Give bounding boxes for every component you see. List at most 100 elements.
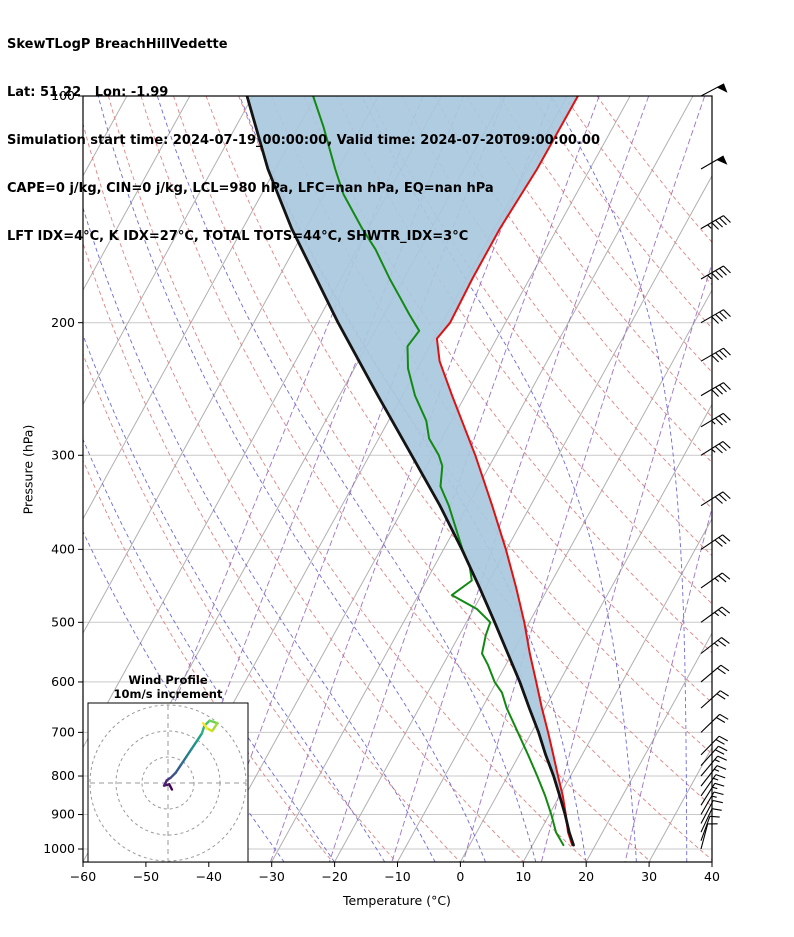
wind-barb-feather — [711, 272, 719, 281]
wind-barb-feather — [713, 799, 723, 804]
wind-barb-feather — [723, 309, 731, 317]
wind-barb-feather — [722, 413, 731, 421]
isotherm-line — [0, 96, 1, 862]
y-tick-label: 100 — [51, 88, 75, 103]
moist-adiabat-line — [97, 96, 486, 862]
x-tick-label: 40 — [704, 869, 720, 884]
wind-barb-half-feather — [713, 777, 719, 781]
wind-barb-feather — [715, 270, 723, 278]
wind-barb-staff — [700, 713, 721, 733]
y-tick-label: 800 — [51, 768, 75, 783]
wind-barb-feather — [723, 347, 731, 356]
wind-barb-feather — [718, 443, 727, 452]
dry-adiabat-line — [83, 122, 524, 862]
moist-adiabat-line — [83, 206, 436, 862]
mixing-ratio-line — [624, 506, 712, 862]
dry-adiabat-line — [531, 96, 712, 329]
isotherm-line — [459, 403, 712, 862]
hodograph-trace-segment — [195, 732, 204, 743]
wind-barb-feather — [717, 667, 726, 675]
x-tick-label: −40 — [196, 869, 222, 884]
dry-adiabat-line — [83, 241, 461, 862]
wind-barb-feather — [713, 791, 724, 796]
wind-barb-feather — [714, 782, 725, 787]
wind-barb-feather — [719, 713, 729, 720]
wind-barb-staff — [700, 755, 719, 777]
wind-barb-half-feather — [707, 274, 712, 280]
hodograph-trace-segment — [201, 722, 209, 730]
x-tick-label: 10 — [515, 869, 531, 884]
wind-barb-feather — [720, 664, 730, 672]
y-tick-label: 200 — [51, 315, 75, 330]
wind-barb-feather — [717, 755, 727, 761]
wind-barb-feather — [720, 690, 729, 697]
moist-adiabat-line — [156, 96, 537, 862]
isotherm-line — [585, 632, 712, 862]
hodograph-trace-segment — [200, 724, 206, 735]
hodograph-trace-segment — [190, 740, 198, 751]
wind-barb-feather — [718, 575, 727, 583]
temperature-curve — [435, 96, 579, 847]
wind-barb-feather — [719, 384, 727, 393]
isotherm-line — [396, 289, 712, 862]
y-tick-label: 400 — [51, 542, 75, 557]
axes-layer: −60 −50 −40 −30 −20 −10 0 10 20 30 40 100 200 300 400 5… — [43, 88, 720, 884]
header-location: Lat: 51.22 Lon: -1.99 — [7, 85, 169, 100]
y-tick-label: 300 — [51, 447, 75, 462]
wind-barb-feather — [718, 745, 728, 752]
x-tick-label: 0 — [456, 869, 464, 884]
wind-barb-half-feather — [714, 611, 720, 617]
wind-barb-feather — [715, 774, 726, 779]
wind-barb-staff — [700, 800, 714, 824]
wind-barb-feather — [718, 493, 727, 502]
wind-barb-feather — [717, 639, 727, 647]
wind-barb-feather — [719, 217, 727, 226]
isotherm-line — [208, 96, 631, 862]
wind-barb-feather — [719, 267, 727, 276]
isotherm-line — [711, 860, 712, 862]
y-tick-label: 1000 — [43, 841, 75, 856]
header-indices-1: CAPE=0 j/kg, CIN=0 j/kg, LCL=980 hPa, LF… — [7, 181, 494, 196]
mixing-ratio-line — [391, 96, 650, 862]
y-tick-label: 500 — [51, 615, 75, 630]
y-tick-label: 900 — [51, 807, 75, 822]
hodograph-ring — [89, 704, 247, 862]
x-tick-label: −50 — [133, 869, 159, 884]
hodograph-ring — [141, 756, 195, 810]
dry-adiabat-line — [368, 96, 712, 557]
wind-barb-feather — [718, 415, 727, 423]
isotherm-line — [83, 96, 254, 406]
wind-barb-feather — [719, 311, 727, 320]
hodograph-trace-segment — [184, 748, 193, 759]
x-tick-label: 20 — [578, 869, 594, 884]
wind-barb-feather — [714, 496, 723, 504]
y-tick-label: 600 — [51, 674, 75, 689]
dry-adiabat-line — [433, 96, 712, 464]
moist-adiabat-line — [550, 96, 688, 862]
wind-barb-flag — [716, 83, 728, 93]
x-tick-label: −20 — [321, 869, 347, 884]
dry-adiabat-line — [596, 96, 712, 243]
wind-barb-staff — [700, 637, 722, 654]
mixing-ratio-line — [462, 96, 706, 862]
wind-barb-feather — [721, 637, 730, 644]
hodograph-subtitle: 10m/s increment — [114, 687, 223, 701]
isotherm-line — [334, 174, 712, 862]
wind-barb-feather — [719, 350, 727, 358]
wind-barb-staff — [700, 808, 713, 833]
wind-barb-feather — [716, 765, 727, 770]
x-tick-label: −30 — [259, 869, 285, 884]
dry-adiabat-line — [173, 96, 712, 861]
hodograph-trace-segment — [169, 771, 178, 779]
wind-barb-feather — [715, 749, 725, 755]
wind-barb-feather — [715, 219, 723, 228]
hodograph-ring — [115, 730, 221, 836]
wind-barb-half-feather — [713, 768, 720, 772]
hodograph-inset — [87, 702, 249, 863]
isotherm-line — [83, 96, 317, 520]
x-tick-label: −60 — [70, 869, 96, 884]
wind-barb-feather — [715, 313, 723, 322]
hodograph-trace-segment — [210, 722, 219, 733]
